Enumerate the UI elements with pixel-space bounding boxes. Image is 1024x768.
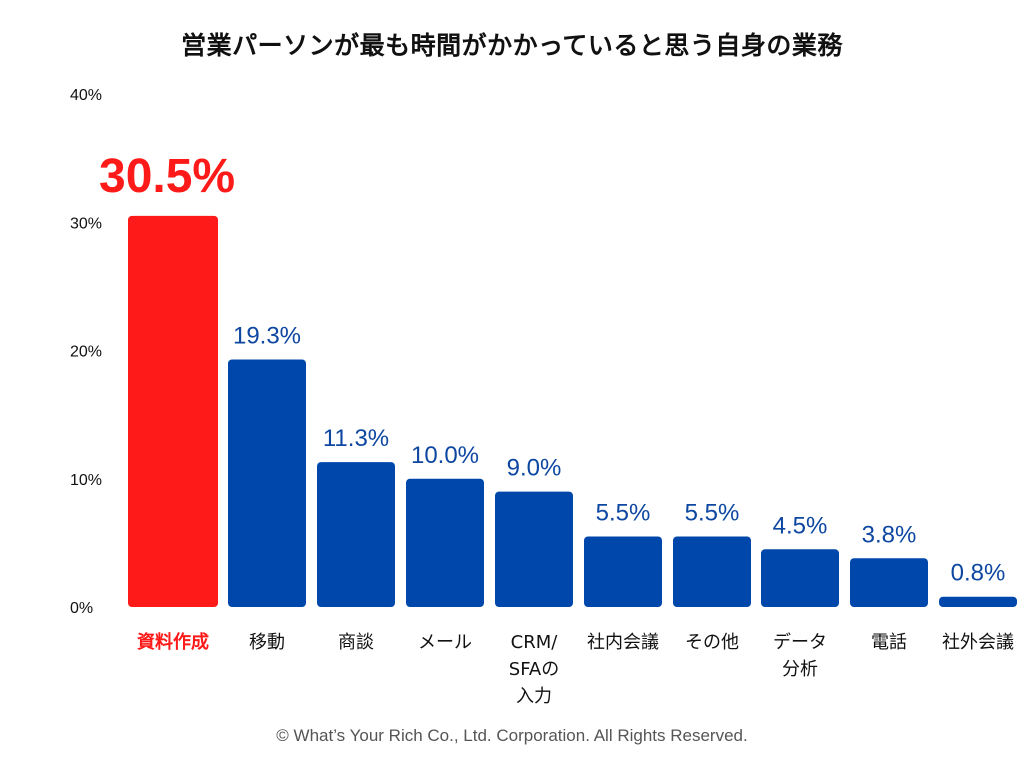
y-tick-label: 40% xyxy=(70,87,102,104)
value-label: 4.5% xyxy=(773,512,828,539)
value-label: 3.8% xyxy=(862,521,917,548)
value-label: 5.5% xyxy=(596,499,651,526)
bar xyxy=(317,462,395,607)
category-label: 入力 xyxy=(516,686,552,707)
category-label: 移動 xyxy=(249,632,285,653)
bar xyxy=(584,536,662,607)
bar xyxy=(673,536,751,607)
category-label: 分析 xyxy=(782,659,818,680)
y-axis: 0% 10% 20% 30% 40% xyxy=(70,87,102,617)
category-label: メール xyxy=(418,632,472,653)
copyright-text: © What’s Your Rich Co., Ltd. Corporation… xyxy=(276,726,748,745)
y-tick-label: 10% xyxy=(70,472,102,489)
category-label: 社内会議 xyxy=(587,632,659,653)
category-label: その他 xyxy=(685,632,739,653)
category-label: 資料作成 xyxy=(137,631,209,653)
y-tick-label: 0% xyxy=(70,600,93,617)
value-label: 5.5% xyxy=(685,499,740,526)
bar xyxy=(228,359,306,607)
value-labels: 30.5% 19.3% 11.3% 10.0% 9.0% 5.5% 5.5% 4.5% 3.8%… xyxy=(99,150,1005,587)
category-label: 商談 xyxy=(338,632,374,653)
category-label: SFAの xyxy=(509,659,559,680)
bar xyxy=(761,549,839,607)
bar xyxy=(128,215,218,607)
y-tick-label: 20% xyxy=(70,344,102,361)
chart-title: 営業パーソンが最も時間がかかっていると思う自身の業務 xyxy=(181,31,843,60)
bar xyxy=(939,596,1017,607)
value-label: 30.5% xyxy=(99,150,235,203)
category-label: 電話 xyxy=(871,632,907,653)
value-label: 10.0% xyxy=(411,442,479,469)
value-label: 9.0% xyxy=(507,455,562,482)
category-label: データ xyxy=(773,632,827,653)
bar xyxy=(406,478,484,607)
y-tick-label: 30% xyxy=(70,215,102,232)
value-label: 19.3% xyxy=(233,322,301,349)
bar xyxy=(850,558,928,607)
category-label: 社外会議 xyxy=(942,632,1014,653)
value-label: 0.8% xyxy=(951,560,1006,587)
bar xyxy=(495,491,573,607)
bars xyxy=(128,215,1017,607)
value-label: 11.3% xyxy=(323,425,389,452)
category-label: CRM/ xyxy=(511,632,559,653)
